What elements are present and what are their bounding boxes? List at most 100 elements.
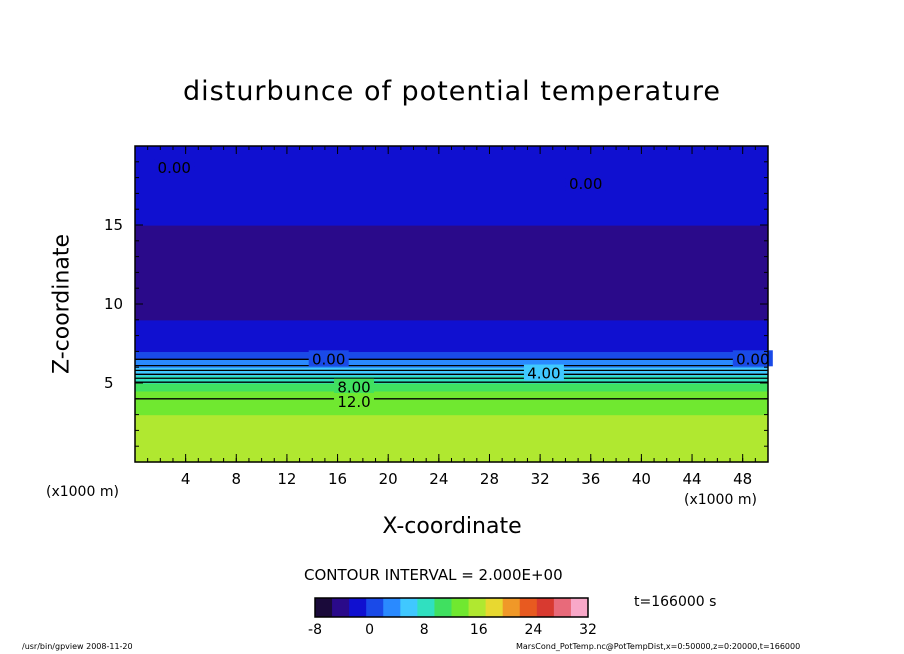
field-band — [135, 359, 768, 364]
colorbar-swatch — [332, 598, 350, 617]
time-label: t=166000 s — [634, 594, 717, 610]
colorbar-tick-label: 8 — [419, 622, 429, 638]
field-band — [135, 375, 768, 380]
colorbar-tick-label: 16 — [469, 622, 488, 638]
field-band — [135, 173, 768, 179]
field-band — [135, 347, 768, 352]
contour-label: 0.00 — [312, 350, 345, 368]
field-band — [135, 418, 768, 424]
field-band — [135, 311, 768, 317]
x-tick-label: 28 — [479, 470, 500, 488]
x-axis-label: X-coordinate — [382, 514, 522, 539]
field-band — [135, 205, 768, 210]
contour-label: 0.00 — [158, 159, 191, 177]
field-band — [135, 386, 768, 392]
field-band — [135, 319, 768, 325]
contour-label-bg — [154, 159, 195, 176]
field-band — [135, 430, 768, 435]
field-band — [135, 236, 768, 242]
field-band — [135, 197, 768, 202]
colorbar-swatch — [366, 598, 384, 617]
y-tick-label: 5 — [104, 374, 114, 392]
field-band — [135, 315, 768, 321]
y-axis-label: Z-coordinate — [49, 234, 75, 374]
colorbar-swatch — [417, 598, 435, 617]
colorbar-swatch — [383, 598, 401, 617]
field-band — [135, 343, 768, 349]
field-band — [135, 169, 768, 175]
contour-interval-label: CONTOUR INTERVAL = 2.000E+00 — [304, 566, 563, 584]
field-band — [135, 149, 768, 155]
colorbar-swatch — [315, 598, 333, 617]
contour-label: 0.00 — [569, 175, 602, 193]
x-unit-label-right: (x1000 m) — [684, 492, 757, 508]
x-tick-label: 4 — [180, 470, 191, 488]
colorbar-tick-label: 0 — [365, 622, 375, 638]
contour-label: 0.00 — [736, 350, 769, 368]
field-band — [135, 280, 768, 285]
colorbar-swatch — [400, 598, 418, 617]
contour-label: 8.00 — [337, 379, 370, 397]
contour-label-bg — [565, 174, 606, 191]
colorbar-swatch — [570, 598, 589, 617]
field-band — [135, 438, 768, 443]
field-band — [135, 390, 768, 396]
footer-command: /usr/bin/gpview 2008-11-20 — [22, 642, 133, 651]
field-band — [135, 304, 768, 309]
y-tick-label: 10 — [104, 295, 124, 313]
contour-label-bg — [308, 350, 349, 367]
colorbar-swatch — [349, 598, 367, 617]
contour-label-bg — [334, 392, 375, 409]
field-band — [135, 351, 768, 356]
colorbar-swatch — [434, 598, 452, 617]
field-band — [135, 323, 768, 329]
x-tick-label: 8 — [231, 470, 242, 488]
field-band — [135, 256, 768, 262]
x-tick-label: 16 — [328, 470, 348, 488]
field-band — [135, 394, 768, 400]
colorbar-swatch — [485, 598, 504, 617]
y-tick-label: 15 — [104, 216, 124, 234]
field-band — [135, 442, 768, 447]
field-band — [135, 296, 768, 301]
contour-label-bg — [334, 378, 375, 395]
field-band — [135, 161, 768, 167]
colorbar-swatch — [451, 598, 470, 617]
field-band — [135, 426, 768, 431]
field-band — [135, 339, 768, 345]
field-band — [135, 193, 768, 198]
field-band — [135, 367, 768, 372]
field-band — [135, 335, 768, 341]
x-tick-label: 12 — [277, 470, 297, 488]
field-band — [135, 307, 768, 313]
colorbar-tick-label: -8 — [308, 622, 322, 638]
field-band — [135, 383, 768, 388]
x-tick-label: 44 — [682, 470, 702, 488]
colorbar-swatch — [468, 598, 487, 617]
field-band — [135, 248, 768, 254]
field-band — [135, 300, 768, 305]
colorbar-swatch — [536, 598, 555, 617]
field-band — [135, 268, 768, 273]
field-band — [135, 217, 768, 222]
field-band — [135, 288, 768, 293]
field-band — [135, 221, 768, 226]
field-band — [135, 331, 768, 337]
field-band — [135, 398, 768, 404]
field-band — [135, 450, 768, 455]
field-band — [135, 292, 768, 297]
contour-label: 4.00 — [527, 365, 560, 383]
field-band — [135, 165, 768, 171]
x-tick-label: 24 — [429, 470, 449, 488]
field-band — [135, 414, 768, 420]
field-band — [135, 225, 768, 230]
field-band — [135, 240, 768, 246]
colorbar-frame — [314, 597, 589, 618]
field-band — [135, 406, 768, 412]
field-band — [135, 371, 768, 376]
field-band — [135, 201, 768, 206]
field-band — [135, 264, 768, 270]
contour-label: 12.0 — [337, 393, 370, 411]
field-band — [135, 232, 768, 238]
